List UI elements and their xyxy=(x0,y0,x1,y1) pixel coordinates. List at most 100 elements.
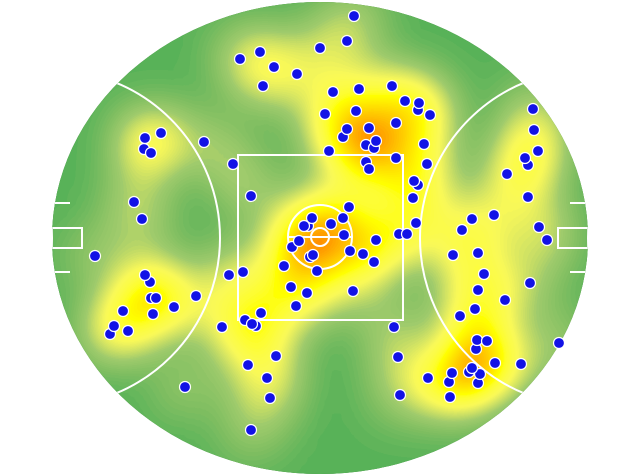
point xyxy=(310,264,324,278)
point xyxy=(189,289,203,303)
point xyxy=(121,324,135,338)
point xyxy=(487,208,501,222)
point xyxy=(367,255,381,269)
point xyxy=(518,151,532,165)
point xyxy=(284,280,298,294)
point xyxy=(514,357,528,371)
point xyxy=(465,212,479,226)
point xyxy=(305,211,319,225)
point xyxy=(398,94,412,108)
point xyxy=(154,126,168,140)
point xyxy=(267,60,281,74)
point xyxy=(349,104,363,118)
point xyxy=(340,34,354,48)
point xyxy=(421,371,435,385)
point xyxy=(362,121,376,135)
point xyxy=(146,307,160,321)
point xyxy=(352,82,366,96)
point xyxy=(144,146,158,160)
point xyxy=(233,52,247,66)
point xyxy=(149,291,163,305)
point xyxy=(389,151,403,165)
point xyxy=(498,293,512,307)
point xyxy=(135,212,149,226)
point xyxy=(423,108,437,122)
point xyxy=(290,67,304,81)
right-goal-square xyxy=(557,227,588,249)
point xyxy=(356,247,370,261)
points xyxy=(88,9,566,437)
point xyxy=(138,131,152,145)
point xyxy=(326,85,340,99)
point xyxy=(178,380,192,394)
point xyxy=(523,276,537,290)
point xyxy=(289,299,303,313)
point xyxy=(300,286,314,300)
point xyxy=(107,319,121,333)
point xyxy=(269,349,283,363)
point xyxy=(336,211,350,225)
left-arc xyxy=(52,69,221,407)
point xyxy=(446,248,460,262)
point xyxy=(245,317,259,331)
point xyxy=(343,244,357,258)
point xyxy=(480,334,494,348)
point xyxy=(244,423,258,437)
point xyxy=(254,306,268,320)
point xyxy=(342,200,356,214)
point xyxy=(322,144,336,158)
point xyxy=(443,390,457,404)
point xyxy=(526,102,540,116)
point xyxy=(445,366,459,380)
point xyxy=(346,284,360,298)
point xyxy=(277,259,291,273)
point xyxy=(263,391,277,405)
point xyxy=(400,227,414,241)
point xyxy=(244,189,258,203)
point xyxy=(241,358,255,372)
point xyxy=(532,220,546,234)
point xyxy=(236,265,250,279)
point xyxy=(488,356,502,370)
point xyxy=(362,162,376,176)
point xyxy=(552,336,566,350)
point xyxy=(420,157,434,171)
point xyxy=(407,174,421,188)
point xyxy=(337,228,351,242)
point xyxy=(465,361,479,375)
point xyxy=(292,234,306,248)
point xyxy=(393,388,407,402)
point xyxy=(127,195,141,209)
point xyxy=(473,367,487,381)
point xyxy=(521,190,535,204)
point xyxy=(167,300,181,314)
point xyxy=(409,216,423,230)
point xyxy=(470,333,484,347)
point xyxy=(453,309,467,323)
point xyxy=(455,223,469,237)
point xyxy=(369,134,383,148)
point xyxy=(306,248,320,262)
point xyxy=(253,45,267,59)
point xyxy=(540,233,554,247)
point xyxy=(477,267,491,281)
point xyxy=(297,219,311,233)
point xyxy=(347,9,361,23)
point xyxy=(324,217,338,231)
point xyxy=(531,144,545,158)
point xyxy=(116,304,130,318)
point xyxy=(471,283,485,297)
point xyxy=(197,135,211,149)
point xyxy=(222,268,236,282)
point xyxy=(138,268,152,282)
point xyxy=(387,320,401,334)
point xyxy=(417,137,431,151)
point xyxy=(406,191,420,205)
point xyxy=(500,167,514,181)
point xyxy=(340,122,354,136)
point xyxy=(369,233,383,247)
point xyxy=(226,157,240,171)
left-goal-square xyxy=(52,227,83,249)
